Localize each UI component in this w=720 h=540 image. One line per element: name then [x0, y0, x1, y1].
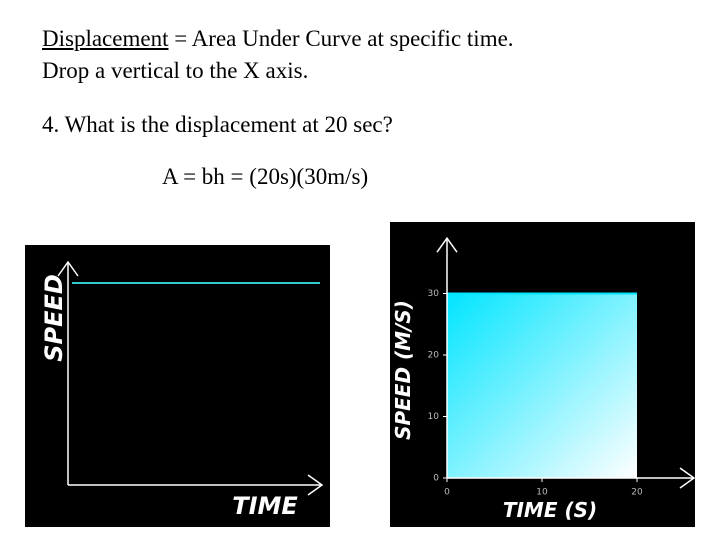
y-tick-label: 30 [428, 289, 440, 299]
y-tick-label: 10 [428, 412, 440, 422]
instruction: Drop a vertical to the X axis. [42, 58, 309, 83]
y-axis-label: SPEED [40, 274, 68, 362]
y-axis-label: SPEED (M/S) [391, 300, 415, 440]
left-panel [25, 245, 330, 527]
x-tick-label: 20 [631, 488, 643, 498]
x-tick-label: 10 [536, 488, 548, 498]
x-tick-label: 0 [444, 488, 450, 498]
definition: = Area Under Curve at specific time. [168, 26, 514, 51]
x-arrow [679, 467, 696, 489]
y-tick-label: 0 [433, 474, 439, 484]
x-axis-label: TIME (S) [503, 498, 597, 522]
x-axis-label: TIME [232, 492, 298, 520]
area [447, 293, 637, 478]
y-arrow [57, 260, 79, 277]
x-arrow [307, 474, 324, 496]
answer: A = bh = (20s)(30m/s) [162, 164, 369, 189]
y-arrow [436, 236, 458, 253]
term: Displacement [42, 26, 169, 51]
question: 4. What is the displacement at 20 sec? [42, 112, 393, 137]
y-tick-label: 20 [428, 351, 440, 361]
heading-line: Displacement = Area Under Curve at speci… [42, 26, 514, 52]
